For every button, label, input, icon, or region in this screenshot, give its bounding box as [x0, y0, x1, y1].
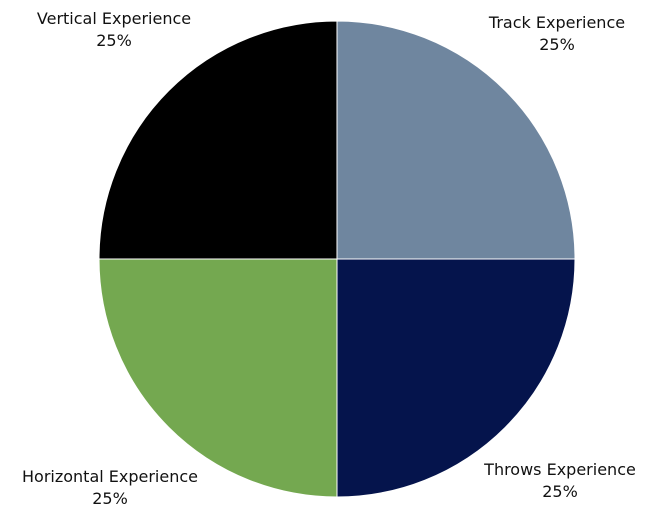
slice-percent-vertical-experience: 25%	[96, 31, 132, 50]
slice-label-horizontal-experience: Horizontal Experience 25%	[22, 466, 198, 510]
slice-label-track-experience: Track Experience 25%	[489, 12, 625, 56]
slice-label-throws-experience: Throws Experience 25%	[484, 459, 636, 503]
pie-slice-track-experience	[336, 20, 576, 260]
pie-slice-throws-experience	[336, 258, 576, 498]
slice-label-vertical-experience: Vertical Experience 25%	[37, 8, 191, 52]
slice-name-throws-experience: Throws Experience	[484, 460, 636, 479]
slice-name-track-experience: Track Experience	[488, 13, 626, 32]
slice-percent-horizontal-experience: 25%	[92, 489, 128, 508]
slice-percent-track-experience: 25%	[539, 35, 575, 54]
pie-slice-vertical-experience	[98, 20, 338, 260]
slice-percent-throws-experience: 25%	[542, 482, 578, 501]
slice-name-horizontal-experience: Horizontal Experience	[21, 467, 199, 486]
pie-slice-horizontal-experience	[98, 258, 338, 498]
slice-name-vertical-experience: Vertical Experience	[36, 9, 192, 28]
